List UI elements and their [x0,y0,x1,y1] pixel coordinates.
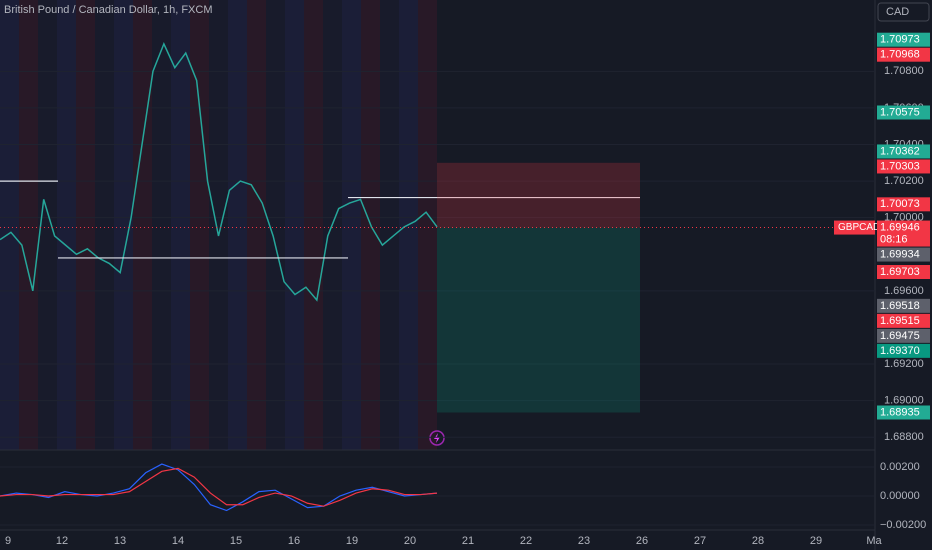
stripe [76,0,95,450]
stripe [247,0,266,450]
price-badge-label: 1.69946 [880,221,920,233]
y-tick-label: 1.70800 [884,65,924,77]
price-badge-label: 1.68935 [880,406,920,418]
stripe [171,0,190,450]
stripe [38,0,57,450]
x-tick-label: 14 [172,535,184,547]
price-badge-label: 1.70073 [880,198,920,210]
x-tick-label: 15 [230,535,242,547]
price-badge [877,313,930,328]
price-badge-label: 1.70362 [880,145,920,157]
x-tick-label: 12 [56,535,68,547]
price-badge-label: 1.69934 [880,248,920,260]
signal-line [0,467,438,507]
price-badge [877,144,930,159]
stripe [152,0,171,450]
x-tick-label: 19 [346,535,358,547]
stripe [228,0,247,450]
price-line [0,41,438,302]
session-stripes [0,0,437,450]
x-tick-label: 16 [288,535,300,547]
x-tick-label: 22 [520,535,532,547]
stripe [285,0,304,450]
price-badge [877,105,930,120]
x-tick-label: 26 [636,535,648,547]
price-badge-label: 1.69703 [880,266,920,278]
chart-title: British Pound / Canadian Dollar, 1h, FXC… [4,4,213,16]
stripe [57,0,76,450]
indicator-tick-label: −0.00200 [880,519,926,531]
price-badge-label: 1.70575 [880,106,920,118]
y-tick-label: 1.70200 [884,175,924,187]
symbol-label: GBPCAD [838,222,880,233]
stripe [380,0,399,450]
x-tick-label: 23 [578,535,590,547]
countdown: 08:16 [880,233,908,245]
x-tick-label: 28 [752,535,764,547]
price-badge [877,32,930,47]
stripe [190,0,209,450]
indicator-tick-label: 0.00200 [880,461,920,473]
indicator-tick-label: 0.00000 [880,490,920,502]
x-tick-label: 9 [5,535,11,547]
price-badge-label: 1.70968 [880,49,920,61]
y-tick-label: 1.69200 [884,358,924,370]
stripe [19,0,38,450]
stripe [209,0,228,450]
y-tick-label: 1.68800 [884,431,924,443]
stripe [133,0,152,450]
price-badge [877,298,930,313]
x-tick-label: 20 [404,535,416,547]
symbol-tag [834,220,875,235]
x-tick-label: 29 [810,535,822,547]
stripe [95,0,114,450]
y-tick-label: 1.69600 [884,285,924,297]
stripe [266,0,285,450]
price-badge [877,47,930,62]
price-badge-label: 1.70303 [880,160,920,172]
price-badge-label: 1.69475 [880,330,920,342]
currency-label: CAD [886,6,909,18]
price-badge-label: 1.69370 [880,345,920,357]
price-badge [877,343,930,358]
price-badge-label: 1.70973 [880,34,920,46]
price-badge [877,197,930,212]
price-badge [877,328,930,343]
x-tick-label: 21 [462,535,474,547]
target-zone [437,227,640,413]
event-icon[interactable] [429,430,445,446]
price-badge [877,220,930,247]
y-tick-label: 1.69000 [884,395,924,407]
x-tick-label: 13 [114,535,126,547]
price-badge-label: 1.69515 [880,315,920,327]
stop-zone [437,162,640,228]
event-bolt [434,433,440,443]
stripe [418,0,437,450]
stripe [0,0,19,450]
macd-line [0,463,438,512]
price-badge [877,159,930,174]
currency-button[interactable] [877,2,930,22]
price-badge-label: 1.69518 [880,300,920,312]
stripe [114,0,133,450]
stripe [342,0,361,450]
price-badge [877,405,930,420]
x-tick-label: 27 [694,535,706,547]
price-badge [877,265,930,280]
stripe [304,0,323,450]
x-tick-label: Ma [866,535,882,547]
layer: 1.708001.706001.704001.702001.700001.696… [0,32,930,547]
price-badge [877,247,930,262]
